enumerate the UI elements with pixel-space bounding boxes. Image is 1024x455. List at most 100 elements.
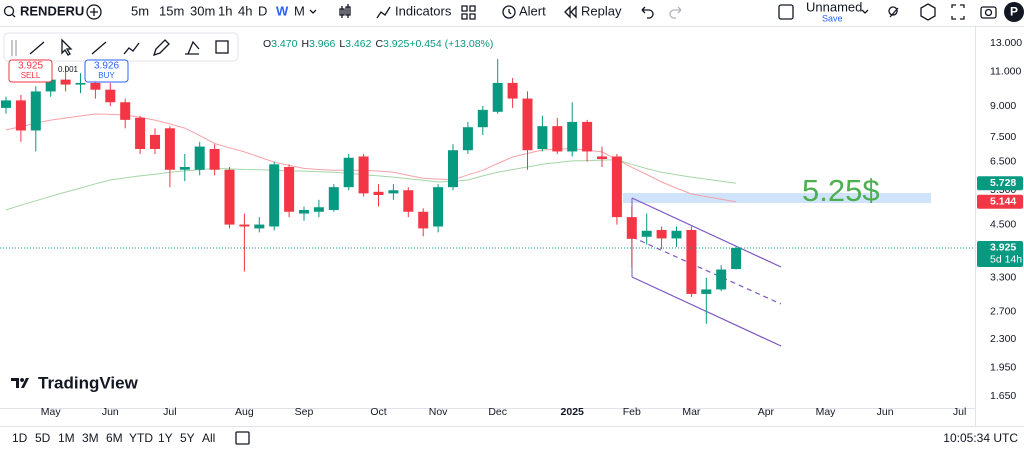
range-button[interactable]: 5Y [180, 431, 195, 445]
candle-body [597, 156, 607, 160]
range-button[interactable]: 1M [58, 431, 75, 445]
candle-body [45, 79, 56, 92]
candle-body [343, 157, 354, 188]
alert-button[interactable]: Alert [519, 3, 546, 18]
rectangle-tool[interactable] [215, 40, 229, 54]
x-tick-label: Sep [295, 406, 314, 418]
countdown: 5d 14h [990, 254, 1022, 266]
quick-search-icon[interactable] [888, 6, 899, 18]
candle-body [686, 229, 697, 294]
candle-body [537, 126, 548, 149]
layout-icon[interactable] [778, 4, 794, 20]
search-icon[interactable] [3, 5, 15, 17]
candle-body [567, 121, 578, 152]
candle-body [731, 247, 742, 270]
goto-date-icon[interactable] [235, 431, 250, 445]
path-tool[interactable] [123, 42, 140, 55]
price-label-box [977, 240, 1023, 267]
candle-body [1, 100, 11, 108]
range-button[interactable]: 1Y [158, 431, 173, 445]
indicators-icon[interactable] [376, 6, 391, 19]
range-button[interactable]: All [202, 431, 215, 445]
candle-body [90, 82, 101, 90]
price-label: 5.144 [990, 195, 1016, 207]
interval-chevron[interactable] [309, 9, 317, 14]
chart-type-icon[interactable] [339, 4, 351, 18]
interval-button[interactable]: 4h [238, 3, 252, 18]
drawing-toolbar [3, 32, 239, 62]
candle-body [209, 148, 220, 170]
x-tick-label: 2025 [561, 406, 585, 418]
candle-body [135, 117, 146, 149]
sell-label: SELL [21, 71, 41, 80]
buy-label: BUY [98, 71, 115, 80]
fullscreen-icon[interactable] [951, 4, 965, 20]
replay-button[interactable]: Replay [581, 3, 622, 18]
indicators-button[interactable]: Indicators [395, 3, 452, 18]
avatar[interactable] [1004, 2, 1024, 22]
sell-price: 3.925 [18, 61, 43, 72]
legend-value: 3.925 [383, 38, 409, 50]
candle-body [507, 82, 518, 99]
interval-button[interactable]: W [276, 3, 289, 18]
range-button[interactable]: 1D [12, 431, 28, 445]
redo-icon[interactable] [669, 6, 682, 19]
channel-middle[interactable] [631, 236, 782, 305]
spread: 0.001 [58, 65, 79, 74]
channel-upper[interactable] [631, 197, 782, 268]
annotation[interactable]: 5.25$ [802, 173, 880, 208]
candle-body [656, 229, 667, 239]
compare-icon[interactable] [86, 4, 102, 20]
cursor-tool[interactable] [61, 38, 73, 56]
candle-body [388, 190, 399, 194]
candle-body [418, 211, 429, 229]
ohlc-text: O3.470 H3.966 L3.462 C3.925+0.454 (+13.08%) [263, 38, 493, 50]
interval-button[interactable]: M [294, 3, 305, 18]
candle-body [671, 230, 682, 239]
replay-icon[interactable] [564, 5, 577, 19]
range-button[interactable]: 5D [35, 431, 51, 445]
interval-button[interactable]: D [258, 3, 267, 18]
candle-body [15, 100, 26, 131]
sell-button[interactable] [8, 59, 53, 83]
range-button[interactable]: 3M [82, 431, 99, 445]
alert-icon[interactable] [502, 5, 516, 19]
line-tool[interactable] [91, 41, 107, 55]
interval-button[interactable]: 1h [218, 3, 232, 18]
interval-button[interactable]: 30m [190, 3, 215, 18]
drag-handle[interactable] [11, 40, 17, 56]
trend-line-tool[interactable] [29, 41, 45, 55]
x-tick-label: Mar [682, 406, 701, 418]
settings-icon[interactable] [920, 3, 936, 21]
price-label-box [977, 194, 1023, 209]
candle-body [313, 207, 324, 212]
eraser-tool[interactable] [185, 40, 200, 55]
candle-body [641, 230, 652, 237]
save-label[interactable]: Save [822, 13, 843, 23]
clock[interactable]: 10:05:34 UTC [943, 431, 1018, 445]
range-button[interactable]: 6M [106, 431, 123, 445]
interval-button[interactable]: 15m [159, 3, 184, 18]
candle-body [179, 167, 190, 170]
layout-chevron[interactable] [861, 9, 869, 14]
legend-key: C [375, 38, 383, 50]
symbol[interactable]: RENDERU [20, 3, 84, 18]
candle-body [492, 82, 503, 112]
snapshot-icon[interactable] [980, 6, 997, 19]
candle-body [105, 89, 116, 103]
price-zone[interactable] [623, 193, 931, 203]
templates-icon[interactable] [461, 5, 476, 20]
y-tick-label: 11.000 [990, 65, 1021, 77]
range-button[interactable]: YTD [129, 431, 153, 445]
undo-icon[interactable] [641, 6, 654, 19]
y-tick-label: 2.700 [990, 306, 1016, 318]
interval-button[interactable]: 5m [131, 3, 149, 18]
layout-name[interactable]: Unnamed [806, 0, 862, 14]
buy-button[interactable] [84, 59, 129, 83]
avatar-letter: P [1010, 5, 1018, 19]
candle-body [477, 109, 488, 128]
brush-tool[interactable] [152, 39, 170, 57]
ohlc-legend: O3.470 H3.966 L3.462 C3.925+0.454 (+13.08%) [263, 38, 493, 50]
